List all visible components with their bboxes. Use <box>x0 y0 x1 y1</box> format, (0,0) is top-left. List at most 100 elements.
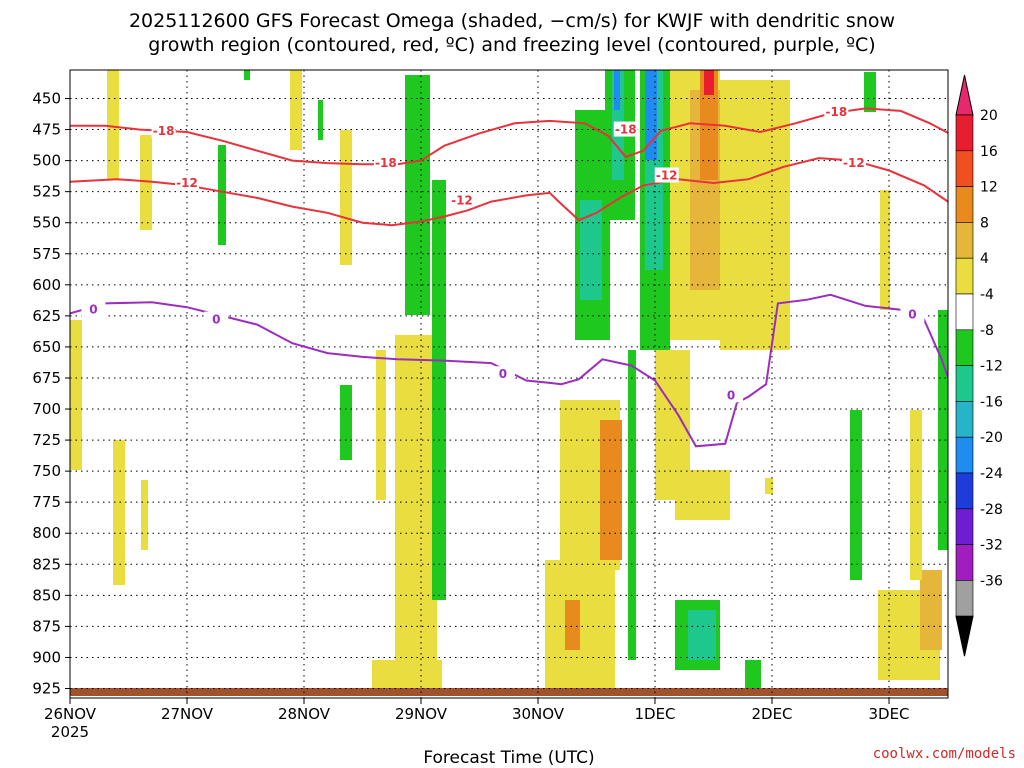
x-tick-label: 29NOV <box>395 705 448 723</box>
y-tick-label: 675 <box>32 369 61 387</box>
colorbar-tick-label: 20 <box>980 108 998 124</box>
contour-label: -12 <box>451 193 473 207</box>
colorbar-tick-label: -36 <box>980 573 1003 589</box>
colorbar-swatch <box>955 365 974 402</box>
y-tick-label: 650 <box>32 338 61 356</box>
omega-shading <box>70 70 948 690</box>
omega-patch <box>920 570 942 650</box>
x-axis-label: Forecast Time (UTC) <box>423 748 594 768</box>
contour-label-bg <box>373 155 398 171</box>
y-tick-label: 475 <box>32 121 61 139</box>
omega-patch <box>432 180 446 600</box>
colorbar-tick-label: -8 <box>980 323 994 339</box>
colorbar-swatch <box>955 293 974 331</box>
y-tick-label: 600 <box>32 276 61 294</box>
colorbar-swatch <box>955 580 974 617</box>
omega-patch <box>140 135 152 230</box>
colorbar-swatch <box>955 401 974 438</box>
omega-patch <box>600 420 622 560</box>
colorbar-tick-label: -24 <box>980 466 1003 482</box>
contour-label: -18 <box>375 156 397 170</box>
omega-patch <box>614 70 620 110</box>
contour-label-bg <box>841 155 866 171</box>
contour-label: 0 <box>499 367 507 381</box>
omega-patch <box>720 80 790 350</box>
colorbar-swatch <box>955 257 974 295</box>
contour-label-bg <box>81 301 106 317</box>
x-tick-label: 28NOV <box>278 705 331 723</box>
y-tick-label: 450 <box>32 90 61 108</box>
colorbar-swatch <box>955 186 974 223</box>
colorbar-swatch <box>955 544 974 581</box>
plot-area: -18 -18 -18 -18 -12 -12 -12 -12 0 0 0 0 0 <box>69 69 949 699</box>
x-tick-label: 3DEC <box>868 705 909 723</box>
omega-patch <box>340 385 352 460</box>
y-tick-label: 900 <box>32 648 61 666</box>
omega-patch <box>340 130 352 265</box>
y-tick-label: 550 <box>32 214 61 232</box>
omega-patch <box>688 610 716 660</box>
omega-patch <box>910 410 922 580</box>
omega-patch <box>405 75 430 315</box>
contour-label: -18 <box>153 124 175 138</box>
colorbar-tick-label: 4 <box>980 251 989 267</box>
colorbar-swatch <box>955 436 974 474</box>
colorbar-tick-label: 12 <box>980 180 998 196</box>
colorbar-tick-label: -4 <box>980 287 994 303</box>
omega-patch <box>395 335 437 690</box>
omega-patch <box>141 480 148 550</box>
y-tick-label: 775 <box>32 493 61 511</box>
contour-label: -12 <box>843 156 865 170</box>
contour-line <box>70 293 948 448</box>
omega-patch <box>675 470 730 520</box>
chart-title-line-1: 2025112600 GFS Forecast Omega (shaded, −… <box>129 10 895 32</box>
contour-label-bg <box>490 366 515 382</box>
y-axis: 450 475 500 525 550 575 600 625 650 675 700 725 750 7… <box>32 90 70 698</box>
x-tick-label: 1DEC <box>634 705 675 723</box>
colorbar: 20 16 12 8 4 -4 -8 -12 -16 -20 -24 -28 -32 -36 <box>955 74 1003 657</box>
omega-patch <box>745 660 761 688</box>
x-tick-label: 27NOV <box>161 705 214 723</box>
contour-label: 0 <box>89 303 97 317</box>
contour-label: 0 <box>908 308 916 322</box>
contour-label: 0 <box>727 388 735 402</box>
omega-patch <box>864 72 876 112</box>
omega-patch <box>565 600 580 650</box>
contour-label-bg <box>719 387 744 403</box>
omega-patch <box>70 320 82 470</box>
x-tick-label: 30NOV <box>512 705 565 723</box>
contour-lines: -18 -18 -18 -18 -12 -12 -12 -12 0 0 0 0 0 <box>70 104 948 448</box>
contour-label: 0 <box>212 313 220 327</box>
y-tick-label: 850 <box>32 586 61 604</box>
y-tick-label: 875 <box>32 617 61 635</box>
colorbar-tick-label: -12 <box>980 359 1003 375</box>
contour-label-bg <box>900 306 925 322</box>
contour-label: -12 <box>656 169 678 183</box>
chart-title-line-2: growth region (contoured, red, ºC) and f… <box>148 34 875 56</box>
colorbar-tick-label: -28 <box>980 502 1003 518</box>
colorbar-tick-label: 16 <box>980 144 998 160</box>
plot-frame <box>69 69 949 699</box>
y-tick-label: 800 <box>32 524 61 542</box>
colorbar-swatch <box>955 508 974 545</box>
colorbar-swatch <box>955 329 974 366</box>
omega-patch <box>113 440 125 585</box>
omega-patch <box>290 70 302 150</box>
colorbar-tick-label: 8 <box>980 215 989 231</box>
colorbar-top-arrow <box>955 74 974 116</box>
omega-patch <box>938 310 948 550</box>
contour-label-bg <box>204 311 229 327</box>
omega-patch <box>318 100 323 140</box>
contour-label-bg <box>613 121 638 137</box>
colorbar-swatch <box>955 222 974 259</box>
x-tick-sublabel: 2025 <box>51 723 89 741</box>
omega-patch <box>580 200 602 300</box>
contour-label-bg <box>824 104 849 120</box>
omega-patch <box>628 350 636 660</box>
omega-patch <box>372 660 442 690</box>
plot-background <box>70 70 948 698</box>
colorbar-swatch <box>955 114 974 152</box>
colorbar-tick-label: -20 <box>980 430 1003 446</box>
grid-lines <box>70 70 948 698</box>
